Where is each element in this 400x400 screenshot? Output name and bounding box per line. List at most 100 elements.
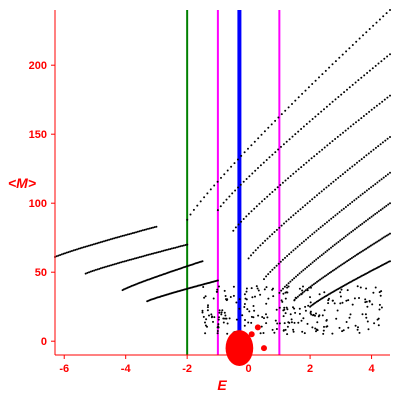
data-point — [366, 72, 369, 74]
data-point — [312, 314, 314, 317]
data-point — [381, 141, 384, 144]
data-point — [243, 324, 246, 327]
data-point — [265, 286, 268, 289]
data-point — [300, 128, 303, 130]
data-point — [220, 176, 222, 179]
data-point — [114, 236, 117, 239]
data-point — [245, 215, 248, 218]
data-point — [265, 159, 268, 161]
axes — [51, 10, 390, 359]
data-point — [379, 294, 382, 297]
data-point — [94, 242, 97, 245]
data-point — [256, 287, 259, 290]
data-point — [222, 317, 225, 320]
data-point — [323, 275, 326, 278]
data-point — [361, 192, 364, 195]
data-point — [318, 255, 321, 258]
data-point — [184, 244, 187, 246]
data-point — [365, 287, 368, 290]
data-point — [378, 291, 381, 294]
data-point — [232, 229, 235, 232]
data-point — [315, 330, 317, 333]
data-point — [110, 264, 113, 267]
data-point — [192, 208, 195, 211]
data-point — [360, 76, 363, 79]
data-point — [382, 176, 385, 179]
data-point — [318, 192, 321, 195]
data-point — [323, 325, 325, 328]
data-point — [136, 230, 139, 233]
data-point — [363, 156, 366, 159]
data-point — [271, 288, 274, 291]
data-point — [359, 286, 362, 289]
data-point — [309, 263, 312, 266]
data-point — [341, 263, 344, 266]
data-point — [331, 332, 334, 335]
data-point — [147, 253, 150, 256]
data-point — [284, 179, 287, 182]
data-point — [284, 328, 287, 331]
data-point — [293, 277, 296, 280]
data-point — [389, 260, 391, 263]
data-point — [301, 289, 304, 292]
data-point — [338, 211, 341, 213]
data-point — [360, 250, 363, 253]
data-point — [152, 226, 154, 229]
data-point — [307, 86, 310, 89]
data-point — [153, 226, 156, 229]
data-point — [179, 245, 182, 248]
tick-labels: -6 -4 -2 0 2 4 0 50 100 150 200 — [29, 60, 376, 375]
data-point — [328, 248, 331, 251]
data-point — [282, 309, 285, 312]
data-point — [186, 218, 189, 221]
data-point — [333, 243, 336, 246]
data-point — [381, 237, 384, 240]
data-point — [381, 100, 384, 103]
data-point — [317, 113, 320, 116]
data-point — [162, 249, 165, 252]
data-point — [308, 200, 311, 203]
data-point — [267, 297, 270, 300]
data-point — [347, 259, 350, 262]
data-point — [353, 163, 356, 166]
data-point — [247, 147, 249, 150]
data-point — [307, 264, 310, 267]
data-point — [387, 233, 390, 236]
data-point — [326, 221, 328, 224]
data-point — [332, 180, 335, 183]
data-point — [224, 317, 226, 320]
data-point — [203, 196, 206, 199]
data-point — [250, 321, 253, 324]
data-point — [283, 222, 285, 225]
data-point — [315, 312, 317, 315]
data-point — [298, 294, 301, 297]
data-point — [220, 311, 223, 314]
data-point — [263, 198, 266, 200]
data-point — [315, 258, 318, 261]
data-point — [113, 237, 116, 240]
data-point — [341, 330, 344, 333]
data-point — [380, 290, 383, 293]
data-point — [357, 326, 359, 329]
data-point — [286, 333, 289, 336]
data-point — [376, 211, 379, 214]
data-point — [155, 251, 158, 254]
data-point — [355, 121, 357, 124]
data-point — [346, 289, 349, 292]
data-point — [274, 188, 277, 191]
data-point — [233, 162, 236, 165]
data-point — [365, 113, 368, 115]
data-point — [247, 257, 250, 260]
data-point — [145, 254, 148, 257]
data-point — [88, 271, 91, 274]
data-point — [174, 246, 177, 249]
data-point — [224, 314, 227, 317]
data-point — [291, 135, 294, 138]
data-point — [303, 332, 306, 335]
scatter-points — [54, 9, 391, 336]
data-point — [70, 250, 73, 252]
data-point — [348, 316, 351, 319]
data-point — [234, 226, 237, 229]
data-point — [357, 79, 360, 82]
data-point — [170, 247, 173, 250]
